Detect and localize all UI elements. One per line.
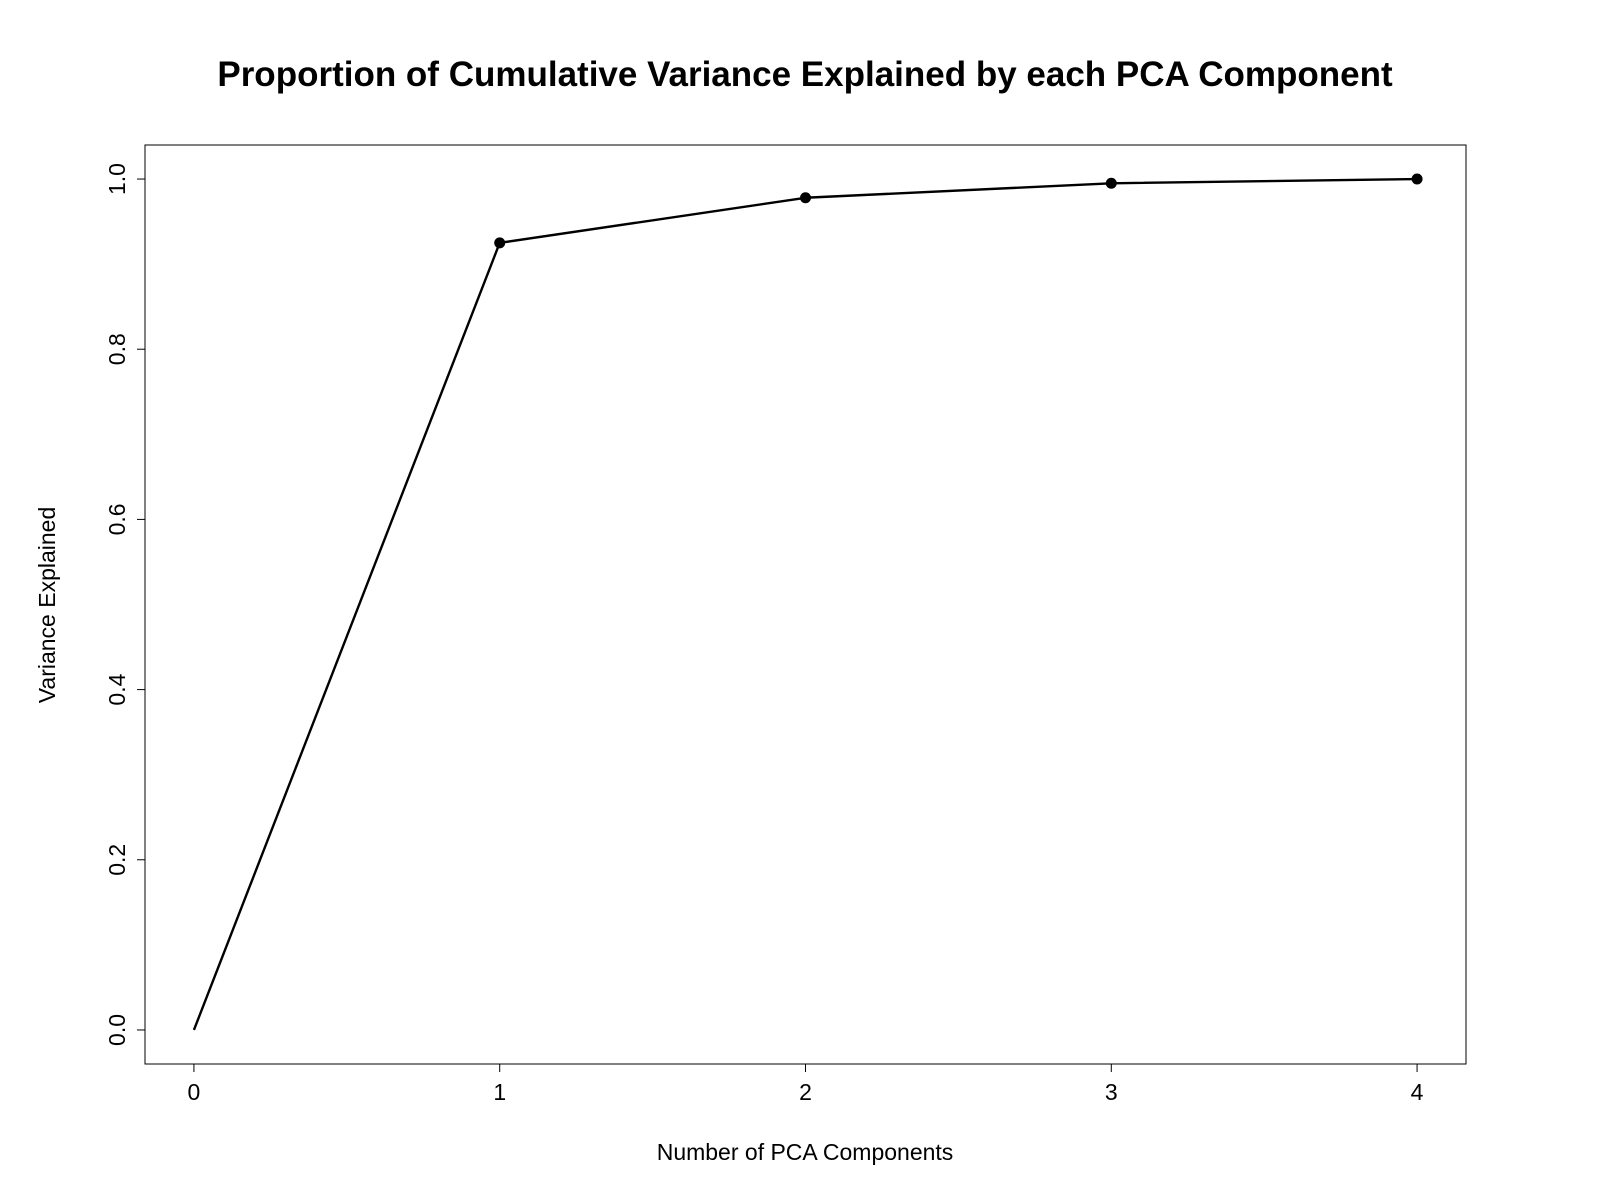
x-axis-label: Number of PCA Components: [657, 1139, 954, 1165]
x-tick-label: 3: [1105, 1079, 1118, 1105]
chart-title: Proportion of Cumulative Variance Explai…: [217, 55, 1393, 94]
data-point: [1411, 173, 1423, 185]
y-axis: 0.0 0.2 0.4 0.6 0.8 1.0: [104, 163, 145, 1046]
plot-frame: [144, 144, 1467, 1065]
x-tick-label: 1: [493, 1079, 506, 1105]
y-tick-label: 0.8: [104, 333, 130, 365]
data-point: [494, 237, 506, 249]
y-tick-label: 1.0: [104, 163, 130, 195]
x-tick-label: 4: [1411, 1079, 1424, 1105]
data-point: [800, 192, 811, 204]
y-tick-label: 0.6: [104, 503, 130, 535]
data-point: [1105, 177, 1117, 189]
data-points: [494, 173, 1423, 249]
y-tick-label: 0.4: [104, 673, 130, 705]
y-tick-label: 0.2: [104, 844, 130, 876]
y-axis-label: Variance Explained: [34, 507, 60, 703]
x-tick-label: 0: [188, 1079, 201, 1105]
x-axis: 0 1 2 3 4: [188, 1064, 1424, 1105]
y-tick-label: 0.0: [104, 1014, 130, 1046]
cumulative-variance-line: [192, 177, 1418, 1031]
x-tick-label: 2: [799, 1079, 812, 1105]
